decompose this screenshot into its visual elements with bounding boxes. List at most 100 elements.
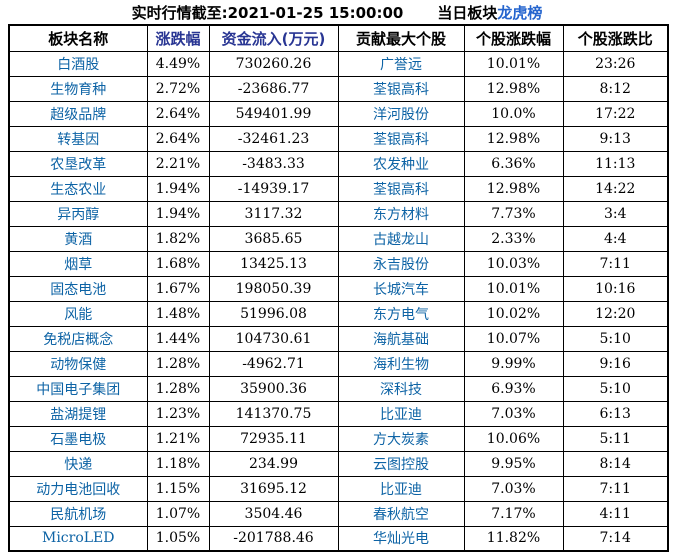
col-header-capital-inflow: 资金流入(万元)	[208, 24, 339, 52]
sector-change-value: 1.15%	[146, 475, 210, 502]
stock-name-link[interactable]: 东方材料	[337, 200, 465, 227]
sector-name-link[interactable]: 免税店概念	[8, 325, 148, 352]
stock-change-value: 10.01%	[463, 50, 564, 77]
table-row: 动物保健 1.28% -4962.71 海利生物 9.99% 9:16	[8, 350, 669, 377]
sector-name-link[interactable]: 动物保健	[8, 350, 148, 377]
table-row: 动力电池回收 1.15% 31695.12 比亚迪 7.03% 7:11	[8, 475, 669, 502]
stock-name-link[interactable]: 深科技	[337, 375, 465, 402]
stock-name-link[interactable]: 方大炭素	[337, 425, 465, 452]
title-bar: 实时行情截至:2021-01-25 15:00:00 当日板块 龙虎榜	[0, 0, 674, 24]
capital-inflow-value: 31695.12	[208, 475, 339, 502]
sector-change-value: 1.94%	[146, 200, 210, 227]
sector-change-value: 1.05%	[146, 525, 210, 552]
stock-name-link[interactable]: 比亚迪	[337, 475, 465, 502]
capital-inflow-value: -201788.46	[208, 525, 339, 552]
capital-inflow-value: 198050.39	[208, 275, 339, 302]
stock-change-value: 12.98%	[463, 125, 564, 152]
stock-change-value: 11.82%	[463, 525, 564, 552]
sector-change-value: 1.67%	[146, 275, 210, 302]
stock-name-link[interactable]: 云图控股	[337, 450, 465, 477]
board-prefix-text: 当日板块	[437, 3, 498, 22]
sector-change-value: 1.28%	[146, 375, 210, 402]
stock-name-link[interactable]: 农发种业	[337, 150, 465, 177]
table-row: 风能 1.48% 51996.08 东方电气 10.02% 12:20	[8, 300, 669, 327]
sector-dragon-tiger-table: 板块名称 涨跌幅 资金流入(万元) 贡献最大个股 个股涨跌幅 个股涨跌比 白酒股…	[8, 24, 669, 552]
table-row: 黄酒 1.82% 3685.65 古越龙山 2.33% 4:4	[8, 225, 669, 252]
stock-name-link[interactable]: 荃银高科	[337, 125, 465, 152]
sector-name-link[interactable]: MicroLED	[8, 525, 148, 552]
sector-name-link[interactable]: 动力电池回收	[8, 475, 148, 502]
sector-name-link[interactable]: 快递	[8, 450, 148, 477]
dragon-tiger-board-link[interactable]: 龙虎榜	[497, 3, 543, 22]
stock-name-link[interactable]: 广誉远	[337, 50, 465, 77]
stock-name-link[interactable]: 古越龙山	[337, 225, 465, 252]
stock-name-link[interactable]: 华灿光电	[337, 525, 465, 552]
col-header-stock-change: 个股涨跌幅	[463, 24, 564, 52]
stock-name-link[interactable]: 比亚迪	[337, 400, 465, 427]
stock-change-value: 10.0%	[463, 100, 564, 127]
stock-change-value: 12.98%	[463, 75, 564, 102]
capital-inflow-value: 549401.99	[208, 100, 339, 127]
sector-name-link[interactable]: 民航机场	[8, 500, 148, 527]
table-row: 快递 1.18% 234.99 云图控股 9.95% 8:14	[8, 450, 669, 477]
table-row: 超级品牌 2.64% 549401.99 洋河股份 10.0% 17:22	[8, 100, 669, 127]
updown-ratio-value: 4:11	[562, 500, 669, 527]
stock-name-link[interactable]: 长城汽车	[337, 275, 465, 302]
updown-ratio-value: 7:14	[562, 525, 669, 552]
stock-change-value: 9.99%	[463, 350, 564, 377]
stock-name-link[interactable]: 春秋航空	[337, 500, 465, 527]
col-header-sector-name: 板块名称	[8, 24, 148, 52]
sector-change-value: 1.94%	[146, 175, 210, 202]
capital-inflow-value: -4962.71	[208, 350, 339, 377]
sector-name-link[interactable]: 农垦改革	[8, 150, 148, 177]
sector-name-link[interactable]: 超级品牌	[8, 100, 148, 127]
stock-change-value: 2.33%	[463, 225, 564, 252]
sector-change-value: 1.82%	[146, 225, 210, 252]
sector-name-link[interactable]: 转基因	[8, 125, 148, 152]
sector-change-value: 1.48%	[146, 300, 210, 327]
table-row: 中国电子集团 1.28% 35900.36 深科技 6.93% 5:10	[8, 375, 669, 402]
table-row: MicroLED 1.05% -201788.46 华灿光电 11.82% 7:…	[8, 525, 669, 552]
sector-change-value: 2.64%	[146, 125, 210, 152]
table-row: 民航机场 1.07% 3504.46 春秋航空 7.17% 4:11	[8, 500, 669, 527]
updown-ratio-value: 8:12	[562, 75, 669, 102]
updown-ratio-value: 9:13	[562, 125, 669, 152]
stock-name-link[interactable]: 洋河股份	[337, 100, 465, 127]
table-body: 白酒股 4.49% 730260.26 广誉远 10.01% 23:26 生物育…	[8, 50, 669, 552]
quote-timestamp-text: 实时行情截至:2021-01-25 15:00:00	[131, 3, 404, 22]
sector-name-link[interactable]: 异丙醇	[8, 200, 148, 227]
updown-ratio-value: 12:20	[562, 300, 669, 327]
sector-name-link[interactable]: 生态农业	[8, 175, 148, 202]
sector-name-link[interactable]: 生物育种	[8, 75, 148, 102]
stock-name-link[interactable]: 海利生物	[337, 350, 465, 377]
sector-name-link[interactable]: 白酒股	[8, 50, 148, 77]
capital-inflow-value: 35900.36	[208, 375, 339, 402]
capital-inflow-value: 3504.46	[208, 500, 339, 527]
table-row: 石墨电极 1.21% 72935.11 方大炭素 10.06% 5:11	[8, 425, 669, 452]
table-row: 转基因 2.64% -32461.23 荃银高科 12.98% 9:13	[8, 125, 669, 152]
capital-inflow-value: 3685.65	[208, 225, 339, 252]
sector-name-link[interactable]: 风能	[8, 300, 148, 327]
table-row: 生物育种 2.72% -23686.77 荃银高科 12.98% 8:12	[8, 75, 669, 102]
sector-name-link[interactable]: 石墨电极	[8, 425, 148, 452]
sector-name-link[interactable]: 固态电池	[8, 275, 148, 302]
sector-name-link[interactable]: 中国电子集团	[8, 375, 148, 402]
sector-change-value: 1.18%	[146, 450, 210, 477]
sector-change-value: 2.21%	[146, 150, 210, 177]
table-row: 盐湖提锂 1.23% 141370.75 比亚迪 7.03% 6:13	[8, 400, 669, 427]
stock-name-link[interactable]: 海航基础	[337, 325, 465, 352]
stock-change-value: 10.03%	[463, 250, 564, 277]
sector-name-link[interactable]: 黄酒	[8, 225, 148, 252]
sector-change-value: 1.28%	[146, 350, 210, 377]
stock-name-link[interactable]: 荃银高科	[337, 175, 465, 202]
capital-inflow-value: -32461.23	[208, 125, 339, 152]
sector-name-link[interactable]: 烟草	[8, 250, 148, 277]
col-header-top-stock: 贡献最大个股	[337, 24, 465, 52]
stock-name-link[interactable]: 荃银高科	[337, 75, 465, 102]
capital-inflow-value: -23686.77	[208, 75, 339, 102]
stock-name-link[interactable]: 东方电气	[337, 300, 465, 327]
capital-inflow-value: 141370.75	[208, 400, 339, 427]
stock-name-link[interactable]: 永吉股份	[337, 250, 465, 277]
updown-ratio-value: 6:13	[562, 400, 669, 427]
sector-name-link[interactable]: 盐湖提锂	[8, 400, 148, 427]
